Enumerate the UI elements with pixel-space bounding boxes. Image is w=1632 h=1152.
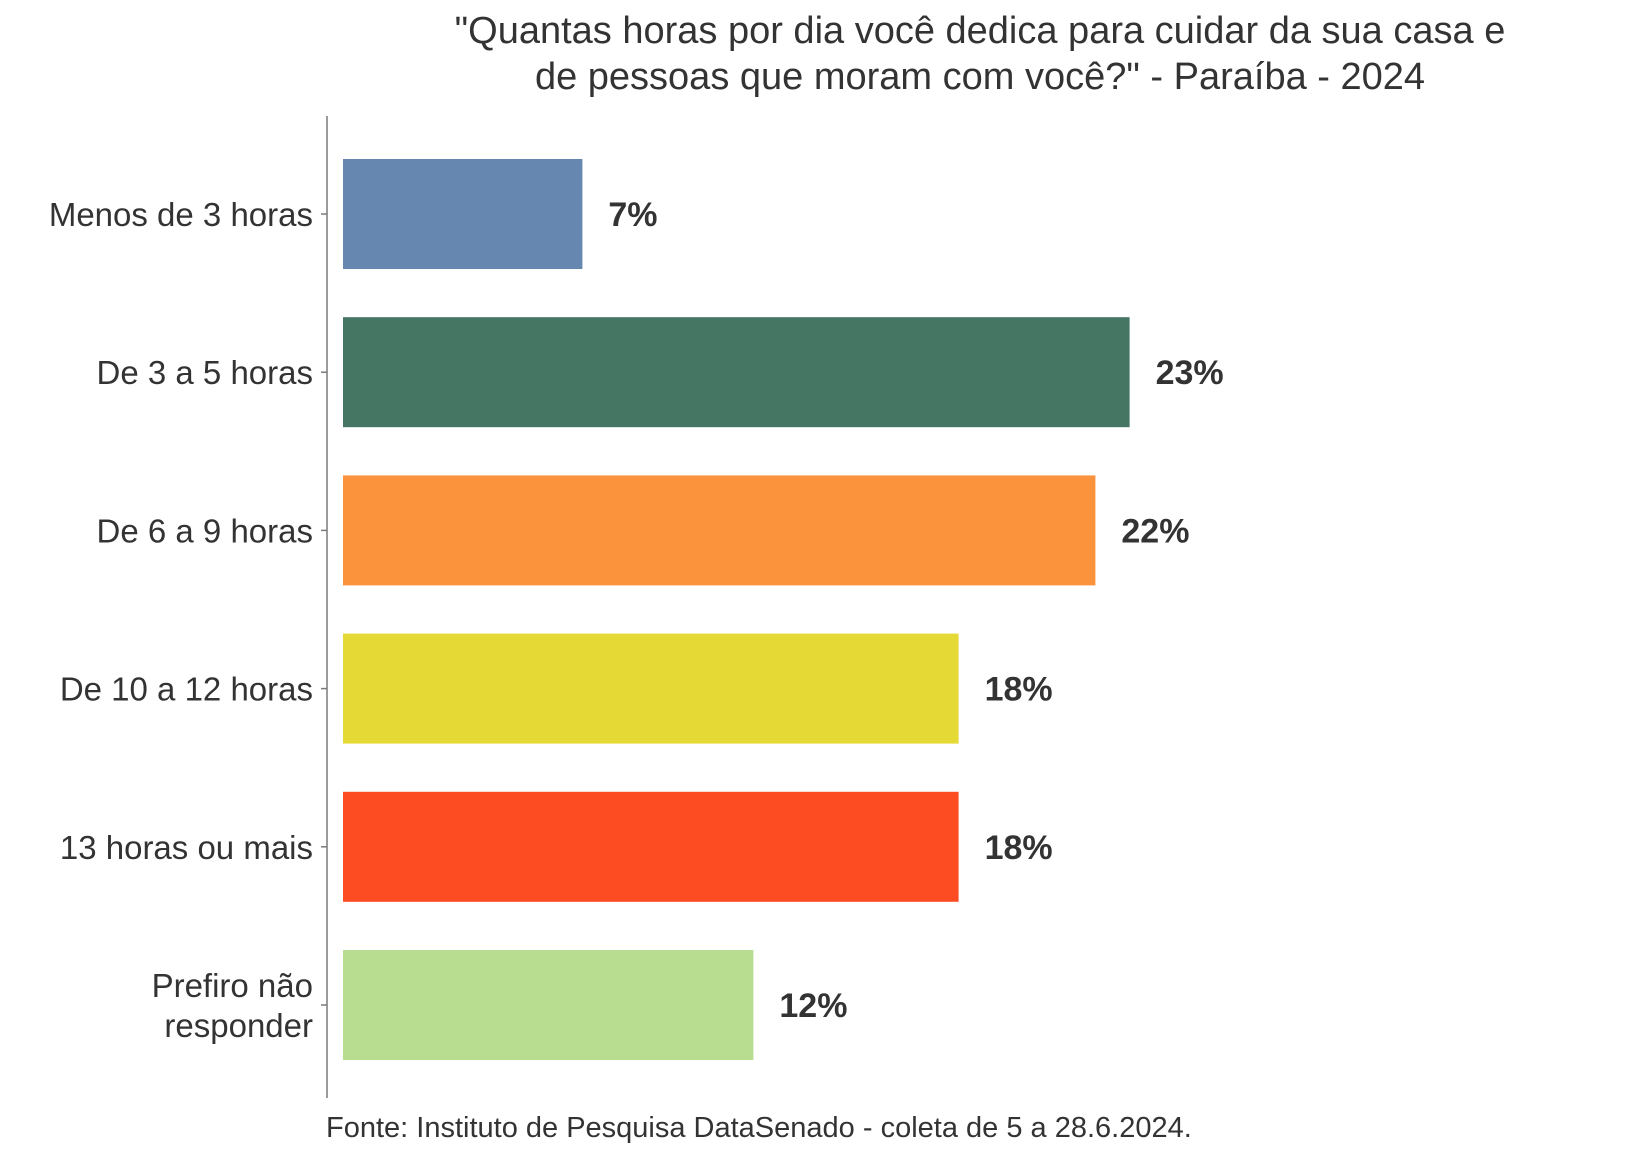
bar-4	[343, 791, 959, 902]
category-label-5-line-0: Prefiro não	[152, 967, 313, 1004]
category-label-1: De 3 a 5 horas	[97, 354, 313, 391]
category-label-4: 13 horas ou mais	[60, 829, 313, 866]
category-label-2: De 6 a 9 horas	[97, 512, 313, 549]
bars-layer: 7% Menos de 3 horas 23% De 3 a 5 horas 22% De…	[49, 159, 1224, 1060]
value-label-0: 7%	[608, 196, 657, 234]
value-label-3: 18%	[985, 671, 1053, 709]
value-label-1: 23%	[1156, 354, 1224, 392]
source-note: Fonte: Instituto de Pesquisa DataSenado …	[326, 1112, 1192, 1144]
bar-0	[343, 159, 583, 269]
chart-title-line-2: de pessoas que moram com você?" - Paraíb…	[534, 56, 1426, 98]
value-label-4: 18%	[985, 829, 1053, 867]
value-label-5: 12%	[779, 987, 847, 1025]
chart-title: "Quantas horas por dia você dedica para …	[330, 8, 1630, 100]
category-label-5-line-1: responder	[164, 1007, 313, 1044]
bar-5	[343, 950, 754, 1060]
bar-3	[343, 633, 959, 744]
value-label-2: 22%	[1121, 512, 1189, 550]
chart-title-line-1: "Quantas horas por dia você dedica para …	[454, 10, 1506, 52]
category-label-3: De 10 a 12 horas	[60, 671, 313, 708]
bar-1	[343, 317, 1130, 428]
category-label-0: Menos de 3 horas	[49, 196, 313, 233]
bar-2	[343, 475, 1096, 586]
